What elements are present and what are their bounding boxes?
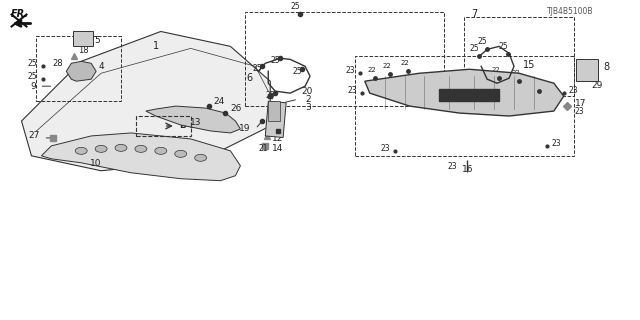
Polygon shape — [146, 106, 241, 133]
Ellipse shape — [135, 145, 147, 152]
Bar — [464, 17, 573, 96]
Bar — [73, 31, 93, 46]
Text: 17: 17 — [575, 99, 586, 108]
Text: 26: 26 — [230, 104, 242, 113]
Text: B-36-10: B-36-10 — [179, 122, 218, 131]
Text: 27: 27 — [28, 131, 40, 140]
Text: 25: 25 — [271, 56, 280, 65]
Text: 23: 23 — [380, 144, 390, 153]
Text: 23: 23 — [345, 66, 355, 75]
Bar — [245, 12, 444, 106]
Text: 12: 12 — [272, 134, 284, 143]
Text: 5: 5 — [94, 36, 100, 45]
Text: 6: 6 — [246, 73, 252, 83]
Bar — [136, 116, 191, 136]
Bar — [355, 56, 573, 156]
Polygon shape — [22, 31, 270, 171]
Ellipse shape — [95, 145, 107, 152]
Text: 22: 22 — [492, 67, 500, 73]
Polygon shape — [67, 61, 96, 81]
Polygon shape — [42, 133, 241, 181]
Text: 11: 11 — [483, 98, 495, 108]
Text: 23: 23 — [552, 139, 561, 148]
Bar — [36, 36, 121, 101]
Text: 23: 23 — [347, 86, 357, 95]
Text: 25: 25 — [469, 44, 479, 53]
Text: 24: 24 — [214, 97, 225, 106]
Text: 25: 25 — [499, 42, 508, 52]
Ellipse shape — [175, 150, 187, 157]
Bar — [440, 89, 499, 101]
Text: 16: 16 — [461, 165, 473, 174]
Text: 21: 21 — [272, 126, 284, 135]
Text: FR.: FR. — [10, 9, 29, 19]
Text: 7: 7 — [471, 9, 477, 19]
Text: 25: 25 — [266, 91, 275, 100]
Bar — [576, 59, 598, 81]
Text: 8: 8 — [604, 62, 610, 72]
Text: 22: 22 — [511, 70, 520, 76]
Text: 23: 23 — [569, 86, 579, 95]
Text: 25: 25 — [28, 72, 37, 81]
Bar — [265, 101, 286, 138]
Text: 25: 25 — [292, 67, 302, 76]
Text: 13: 13 — [190, 118, 202, 127]
Bar — [268, 101, 280, 121]
Ellipse shape — [195, 154, 207, 161]
Text: 19: 19 — [239, 124, 250, 133]
Text: 25: 25 — [477, 37, 487, 46]
Text: 28: 28 — [52, 59, 63, 68]
Text: 4: 4 — [98, 62, 104, 71]
Text: 10: 10 — [90, 159, 102, 168]
Ellipse shape — [76, 148, 87, 154]
Text: 14: 14 — [272, 144, 284, 153]
Text: 25: 25 — [28, 59, 37, 68]
Text: 23: 23 — [448, 162, 458, 171]
Text: TJB4B5100B: TJB4B5100B — [547, 6, 594, 16]
Text: 25: 25 — [253, 64, 262, 73]
Text: 22: 22 — [367, 67, 376, 73]
Text: 22: 22 — [400, 60, 409, 66]
Ellipse shape — [155, 148, 167, 154]
Text: 22: 22 — [532, 80, 540, 86]
Ellipse shape — [115, 144, 127, 151]
Text: 2: 2 — [305, 95, 310, 104]
Text: 9: 9 — [31, 82, 36, 91]
Text: 23: 23 — [575, 107, 584, 116]
Polygon shape — [365, 69, 564, 116]
Text: 15: 15 — [523, 60, 535, 70]
Text: 18: 18 — [78, 46, 89, 55]
Text: 29: 29 — [591, 81, 602, 90]
Text: 22: 22 — [382, 63, 391, 69]
Text: 20: 20 — [301, 87, 312, 96]
Text: 3: 3 — [305, 103, 311, 112]
Text: 25: 25 — [291, 2, 300, 11]
Text: 1: 1 — [153, 41, 159, 52]
Text: 21: 21 — [259, 144, 268, 153]
